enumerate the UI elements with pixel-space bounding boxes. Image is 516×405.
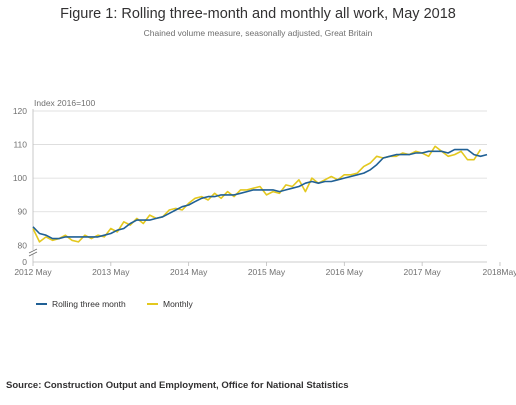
axis-break-mark bbox=[28, 248, 38, 254]
axis-break-gap bbox=[29, 250, 37, 254]
line-chart: 120 110 100 90 80 0 2012 May 2013 May 2014 May 2… bbox=[13, 98, 516, 309]
x-tick-label: 2012 May bbox=[14, 267, 52, 277]
x-tick-label: 2014 May bbox=[170, 267, 208, 277]
chart-title: Figure 1: Rolling three-month and monthl… bbox=[60, 6, 456, 22]
source-note: Source: Construction Output and Employme… bbox=[6, 380, 349, 391]
axis-break-mark bbox=[28, 251, 38, 257]
legend-label-rolling: Rolling three month bbox=[52, 299, 126, 309]
y-tick-label: 100 bbox=[13, 173, 27, 183]
x-tick-label: 2015 May bbox=[248, 267, 286, 277]
rolling-three-month-line bbox=[32, 148, 488, 240]
y-tick-label: 90 bbox=[18, 207, 28, 217]
x-tick-label: 2016 May bbox=[326, 267, 364, 277]
y-tick-label: 110 bbox=[13, 140, 27, 150]
x-tick-label: 2013 May bbox=[92, 267, 130, 277]
chart-subtitle: Chained volume measure, seasonally adjus… bbox=[143, 28, 373, 38]
y-axis-label: Index 2016=100 bbox=[34, 98, 95, 108]
monthly-line bbox=[32, 145, 482, 243]
legend-label-monthly: Monthly bbox=[163, 299, 194, 309]
y-tick-label: 0 bbox=[22, 257, 27, 267]
x-tick-label: 2018May bbox=[482, 267, 516, 277]
y-tick-label: 120 bbox=[13, 106, 27, 116]
y-tick-label: 80 bbox=[18, 240, 28, 250]
x-tick-label: 2017 May bbox=[403, 267, 441, 277]
